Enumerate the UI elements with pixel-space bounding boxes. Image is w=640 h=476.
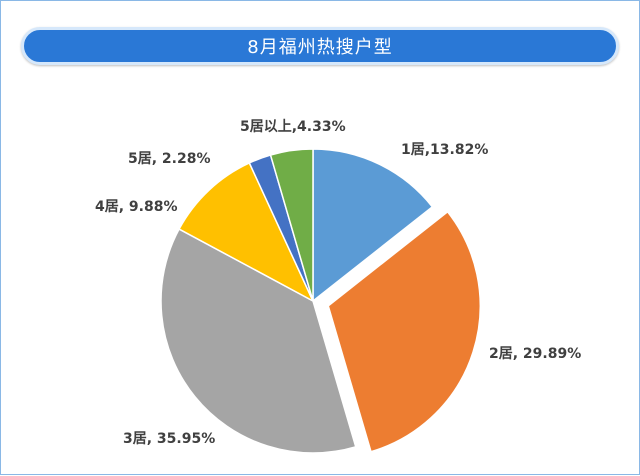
slice-4	[178, 161, 315, 303]
slice-label-2: 2居, 29.89%	[489, 346, 581, 362]
slice-3	[160, 228, 357, 454]
slice-2	[327, 210, 481, 453]
title-bar: 8月福州热搜户型	[21, 27, 619, 65]
slice-label-6: 5居以上,4.33%	[240, 119, 346, 135]
chart-title: 8月福州热搜户型	[247, 37, 393, 58]
pie-slices	[160, 148, 481, 454]
slice-6	[269, 148, 314, 302]
slice-label-1: 1居,13.82%	[401, 142, 488, 158]
pie-labels: 1居,13.82% 2居, 29.89% 3居, 35.95% 4居, 9.88% 5居…	[95, 119, 581, 447]
slice-label-5: 5居, 2.28%	[128, 151, 211, 167]
slice-1	[312, 148, 434, 303]
slice-label-3: 3居, 35.95%	[123, 431, 215, 447]
slice-label-4: 4居, 9.88%	[95, 199, 178, 215]
